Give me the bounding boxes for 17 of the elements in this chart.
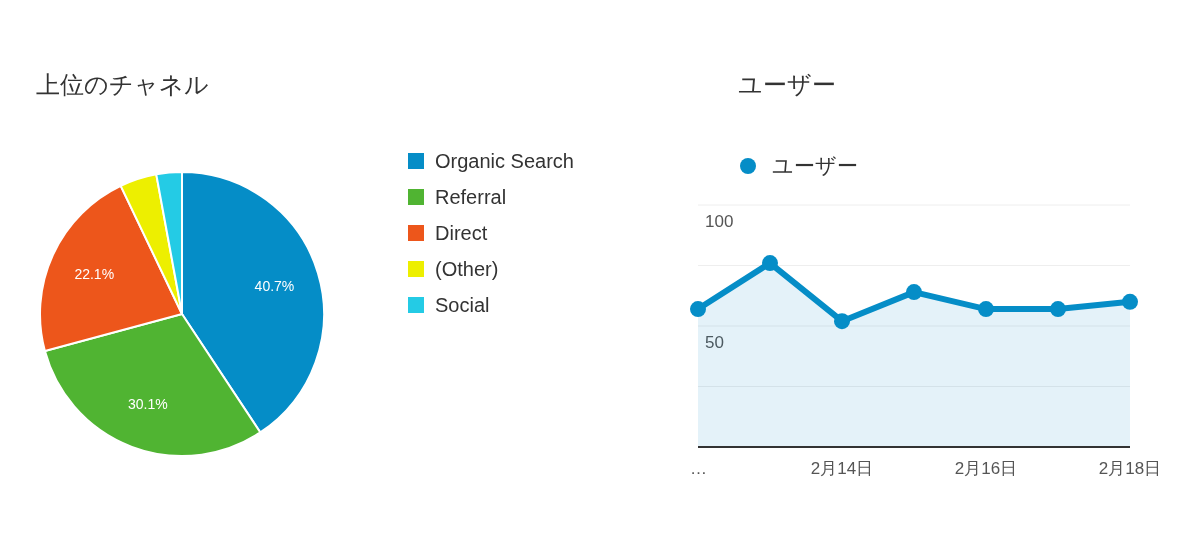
x-tick-label: 2月16日 — [954, 459, 1018, 478]
x-tick-label: 2月18日 — [1098, 459, 1162, 478]
data-label: 40.7% — [254, 278, 295, 295]
x-tick-label: 2月14日 — [810, 459, 874, 478]
y-tick-label: 100 — [705, 212, 734, 231]
chart-title: ユーザー — [738, 71, 836, 98]
legend-label: Direct — [435, 222, 488, 244]
chart-title: 上位のチャネル — [36, 71, 209, 98]
legend-label: ユーザー — [772, 154, 858, 177]
legend-label: Social — [435, 294, 490, 316]
x-tick-label: … — [690, 459, 707, 478]
legend-label: Organic Search — [435, 150, 574, 172]
y-tick-label: 50 — [705, 333, 724, 352]
legend-label: (Other) — [435, 258, 499, 280]
data-label: 22.1% — [74, 265, 115, 282]
data-label: 30.1% — [128, 396, 168, 413]
legend-label: Referral — [435, 186, 507, 208]
